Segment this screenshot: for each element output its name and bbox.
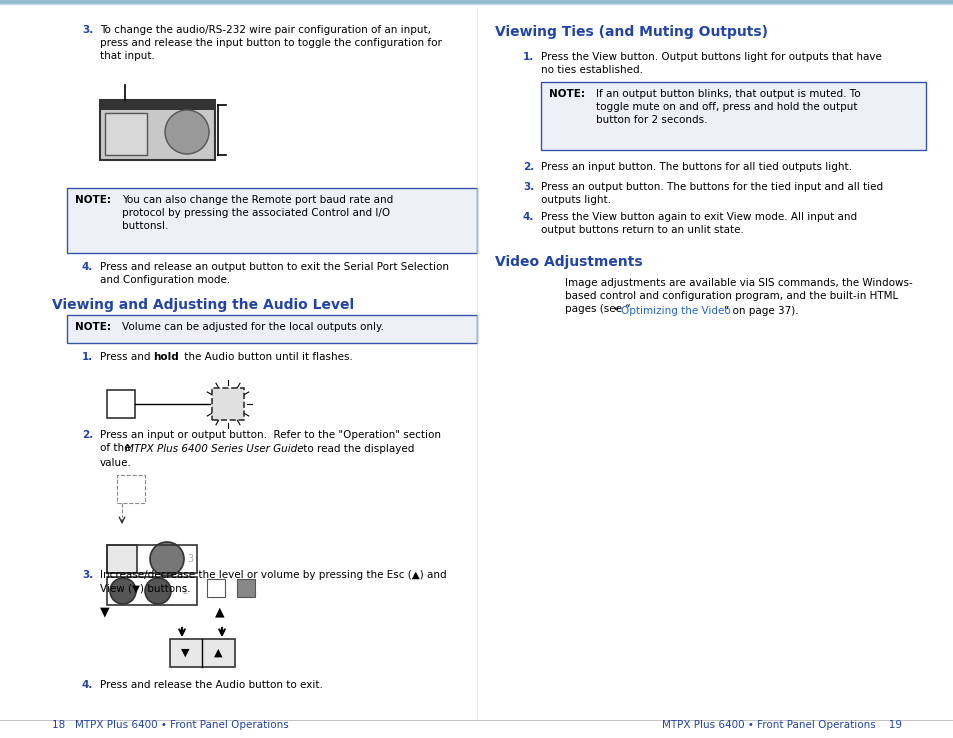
Text: If an output button blinks, that output is muted. To
toggle mute on and off, pre: If an output button blinks, that output … [596,89,860,125]
Text: NOTE:: NOTE: [75,195,111,205]
Text: Video Adjustments: Video Adjustments [495,255,642,269]
Bar [117,475,145,503]
Text: ▲: ▲ [214,605,224,618]
Text: to read the displayed: to read the displayed [299,444,414,454]
Text: Viewing Ties (and Muting Outputs): Viewing Ties (and Muting Outputs) [495,25,767,39]
Text: Press and release the Audio button to exit.: Press and release the Audio button to ex… [100,680,322,690]
Bar [107,390,135,418]
Text: 4.: 4. [82,262,93,272]
Circle shape [145,578,171,604]
Text: ” on page 37).: ” on page 37). [723,306,798,316]
Text: ▼: ▼ [100,605,110,618]
Bar [100,100,214,160]
Bar [107,545,196,573]
Text: Optimizing the Video: Optimizing the Video [620,306,730,316]
Text: Press an output button. The buttons for the tied input and all tied
outputs ligh: Press an output button. The buttons for … [540,182,882,205]
Text: ▲: ▲ [213,648,222,658]
Text: Press an input or output button.  Refer to the "Operation" section
of the: Press an input or output button. Refer t… [100,430,440,453]
Text: MTPX Plus 6400 Series User Guide: MTPX Plus 6400 Series User Guide [125,444,303,454]
Circle shape [110,578,136,604]
Bar [107,545,137,573]
Text: Viewing and Adjusting the Audio Level: Viewing and Adjusting the Audio Level [52,298,354,312]
Text: Press the View button again to exit View mode. All input and
output buttons retu: Press the View button again to exit View… [540,212,856,235]
Bar [100,100,214,110]
Text: “: “ [613,306,618,316]
Text: Press and release an output button to exit the Serial Port Selection
and Configu: Press and release an output button to ex… [100,262,449,285]
Text: 2.: 2. [522,162,534,172]
Text: value.: value. [100,458,132,468]
Text: 1.: 1. [522,52,534,62]
Text: 18   MTPX Plus 6400 • Front Panel Operations: 18 MTPX Plus 6400 • Front Panel Operatio… [52,720,289,730]
Bar [107,577,196,605]
Text: Press an input button. The buttons for all tied outputs light.: Press an input button. The buttons for a… [540,162,851,172]
Text: 2.: 2. [82,430,93,440]
Text: You can also change the Remote port baud rate and
protocol by pressing the assoc: You can also change the Remote port baud… [122,195,393,232]
Bar [170,639,234,667]
Text: 3.: 3. [522,182,534,192]
Text: Press and: Press and [100,352,153,362]
Bar [105,113,147,155]
Text: 3.: 3. [82,25,93,35]
Text: 1: 1 [182,586,188,596]
Circle shape [165,110,209,154]
Text: MTPX Plus 6400 • Front Panel Operations    19: MTPX Plus 6400 • Front Panel Operations … [661,720,901,730]
Text: Increase/decrease the level or volume by pressing the Esc (▲) and
View (▼) butto: Increase/decrease the level or volume by… [100,570,446,593]
Bar [212,388,244,420]
Text: Press the View button. Output buttons light for outputs that have
no ties establ: Press the View button. Output buttons li… [540,52,881,75]
Text: ▼: ▼ [180,648,189,658]
Text: hold: hold [152,352,178,362]
Bar [540,82,925,150]
Bar [67,188,476,253]
Text: 4.: 4. [82,680,93,690]
Text: Image adjustments are available via SIS commands, the Windows-
based control and: Image adjustments are available via SIS … [564,278,912,314]
Circle shape [150,542,184,576]
Text: NOTE:: NOTE: [548,89,584,99]
Text: 3: 3 [187,554,193,564]
Text: Volume can be adjusted for the local outputs only.: Volume can be adjusted for the local out… [122,322,384,332]
Bar [207,579,225,597]
Bar [67,315,476,343]
Text: 1.: 1. [82,352,93,362]
Text: 4.: 4. [522,212,534,222]
Text: NOTE:: NOTE: [75,322,111,332]
Text: 3.: 3. [82,570,93,580]
Text: To change the audio/RS-232 wire pair configuration of an input,
press and releas: To change the audio/RS-232 wire pair con… [100,25,441,61]
Text: the Audio button until it flashes.: the Audio button until it flashes. [181,352,353,362]
Bar [236,579,254,597]
